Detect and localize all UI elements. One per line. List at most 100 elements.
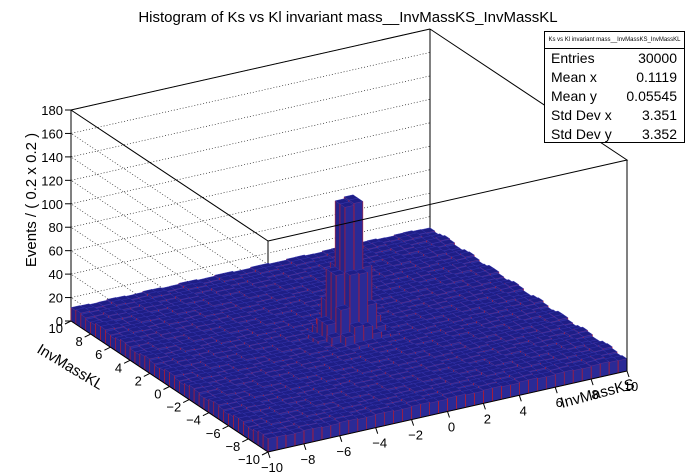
histogram-bin-top [75, 307, 91, 314]
histogram-bin-front [267, 436, 278, 453]
histogram-bin-top [119, 337, 135, 343]
histogram-bin-top [235, 302, 251, 309]
histogram-bin-top [175, 294, 190, 300]
histogram-bin-top [390, 246, 406, 252]
histogram-bin-top [407, 232, 423, 239]
histogram-bin-top [218, 275, 234, 282]
histogram-bin-front [276, 434, 287, 451]
histogram-bin-front [483, 387, 493, 404]
histogram-bin-top [371, 240, 387, 247]
y-tick [242, 438, 249, 443]
histogram-bin-top [387, 259, 403, 266]
histogram-bin-top [304, 300, 320, 307]
stats-value: 3.351 [641, 107, 677, 123]
histogram-bin-top [124, 341, 140, 347]
y-tick [104, 346, 111, 351]
histogram-bin-top [456, 266, 472, 272]
y-tick-label: −2 [166, 400, 181, 415]
histogram-bin-top [114, 326, 129, 333]
histogram-bin-front [375, 411, 385, 429]
histogram-bin-top [152, 343, 168, 349]
histogram-bin-top [163, 318, 179, 325]
z-gridline [70, 28, 431, 242]
histogram-bin-top [447, 268, 463, 275]
histogram-bin-top [103, 310, 119, 316]
y-tick [261, 451, 269, 456]
histogram-bin-front [590, 363, 601, 380]
histogram-bin-top [80, 312, 96, 319]
histogram-bin-front [447, 395, 457, 412]
histogram-bin-top [379, 270, 395, 277]
x-tick-label: 2 [484, 411, 491, 426]
histogram-bin-top [149, 318, 165, 325]
x-tick [267, 451, 271, 459]
histogram-bin-top [404, 247, 420, 254]
histogram-bin-top [414, 262, 430, 269]
y-tick [163, 386, 170, 390]
histogram-bin-front [563, 369, 574, 386]
histogram-bin-top [296, 310, 312, 317]
stats-value: 0.05545 [626, 88, 677, 104]
histogram-bin-top [251, 281, 267, 288]
histogram-bin-top [147, 291, 163, 298]
z-tick-label: 80 [49, 220, 63, 235]
histogram-bin-top [423, 251, 439, 258]
histogram-bin-top [215, 289, 231, 296]
histogram-bin-top [166, 345, 182, 352]
histogram-bin-top [139, 302, 154, 308]
stats-value: 3.352 [641, 126, 677, 142]
histogram-bin-front [572, 368, 583, 384]
histogram-bin-top [224, 326, 240, 333]
y-tick [143, 372, 151, 377]
stats-title: Ks vs Kl invariant mass__InvMassKS_InvMa… [545, 32, 684, 49]
x-tick [375, 427, 379, 434]
z-axis-label: Events / ( 0.2 x 0.2 ) [23, 133, 40, 267]
histogram-bin-front [456, 393, 466, 410]
histogram-bin-top [287, 273, 303, 280]
y-tick-label: 2 [135, 373, 142, 388]
x-tick-label: 0 [448, 420, 455, 435]
histogram-bin-top [232, 316, 248, 323]
histogram-bin-front [384, 410, 394, 427]
x-tick [554, 387, 558, 394]
histogram-bin-top [155, 328, 171, 335]
stats-row-mean-x: Mean x 0.1119 [545, 68, 684, 87]
stats-box: Ks vs Kl invariant mass__InvMassKS_InvMa… [544, 31, 685, 143]
x-tick [518, 395, 522, 402]
histogram-bin-top [448, 276, 464, 283]
histogram-bin-top [100, 324, 116, 330]
histogram-bin-top [362, 243, 378, 250]
histogram-bin-front [303, 428, 314, 445]
x-tick-label: −4 [372, 436, 387, 451]
y-tick [202, 412, 210, 417]
stats-label: Entries [551, 50, 595, 66]
z-tick-label: 40 [49, 267, 63, 282]
histogram-bin-front [599, 361, 610, 378]
x-tick-label: −10 [261, 460, 283, 474]
histogram-bin-front [339, 419, 350, 437]
x-tick-label: 4 [520, 403, 527, 418]
histogram-bin-top [135, 316, 151, 322]
stats-row-entries: Entries 30000 [545, 49, 684, 68]
histogram-bin-top [207, 300, 223, 306]
y-tick-label: 0 [154, 387, 161, 402]
z-tick-label: 20 [49, 291, 63, 306]
histogram-bin-top [407, 272, 422, 279]
stats-label: Mean y [551, 88, 597, 104]
histogram-surface [70, 194, 628, 453]
histogram-bin-top [475, 270, 491, 277]
y-tick [123, 359, 131, 364]
x-tick [411, 419, 415, 426]
histogram-bin-top [188, 335, 204, 341]
histogram-bin-top [395, 249, 411, 256]
z-gridline [70, 99, 431, 312]
y-tick-label: 6 [95, 347, 102, 362]
histogram-bin-top [268, 308, 284, 315]
z-gridline [70, 52, 431, 265]
x-tick-label: −2 [408, 428, 423, 443]
histogram-bin-top [431, 241, 447, 248]
y-tick [222, 425, 229, 430]
histogram-bin-top [160, 333, 176, 339]
histogram-bin-top [403, 286, 419, 293]
